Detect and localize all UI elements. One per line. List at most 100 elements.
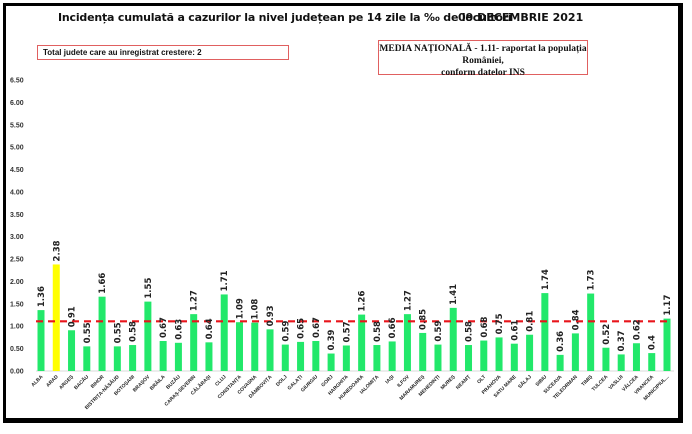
value-label: 0.36	[556, 331, 566, 352]
value-label: 1.27	[403, 290, 413, 311]
value-label: 0.81	[526, 311, 536, 332]
value-labels: 1.36 2.38 0.91 0.55 1.66 0.55 0.58 1.55 0.67 0.63…	[37, 240, 673, 351]
bar-sălaj	[526, 334, 534, 371]
value-label: 0.58	[465, 321, 475, 342]
value-label: 0.91	[68, 306, 78, 327]
value-label: 1.26	[358, 291, 368, 312]
bar-botoșani	[129, 345, 137, 371]
value-label: 1.55	[144, 278, 154, 299]
bar-galați	[297, 341, 305, 371]
bar-bistrița-năsăud	[113, 346, 121, 371]
value-label: 1.27	[190, 290, 200, 311]
bar-mureș	[449, 307, 457, 371]
value-label: 0.55	[113, 322, 123, 343]
x-tick-label: SĂLAJ	[516, 373, 533, 390]
y-axis: 0.00 0.50 1.00 1.50 2.00 2.50 3.00 3.50 4.00 4.50…	[10, 78, 674, 376]
bar-gorj	[327, 353, 335, 371]
national-average-box: MEDIA NAȚIONALĂ - 1.11- raportat la popu…	[378, 40, 588, 78]
bar-constanța	[235, 322, 243, 371]
value-label: 0.64	[205, 318, 215, 339]
x-tick-label: BACĂU	[72, 373, 90, 391]
value-label: 0.85	[419, 309, 429, 330]
y-tick-label: 2.00	[10, 279, 24, 286]
value-label: 0.4	[648, 335, 658, 350]
value-label: 0.37	[617, 330, 627, 351]
value-label: 0.93	[266, 305, 276, 326]
x-tick-label: BRAȘOV	[132, 374, 152, 394]
bar-caraș-severin	[190, 314, 198, 371]
report-date: 09 DECEMBRIE 2021	[458, 11, 584, 24]
bar-iași	[388, 341, 396, 371]
value-label: 0.67	[159, 317, 169, 338]
value-label: 0.84	[571, 309, 581, 330]
y-tick-label: 2.50	[10, 257, 24, 264]
value-label: 1.41	[449, 284, 459, 305]
bar-municipiul-	[663, 318, 671, 371]
bar-satu-mare	[510, 343, 518, 371]
value-label: 1.17	[663, 295, 673, 316]
bar-cluj	[220, 294, 228, 371]
value-label: 0.57	[342, 321, 352, 342]
bar-tulcea	[602, 347, 610, 371]
bar-călărași	[205, 342, 213, 371]
value-label: 0.67	[312, 317, 322, 338]
value-label: 1.71	[220, 270, 230, 291]
bar-harghita	[342, 345, 350, 371]
y-tick-label: 4.00	[10, 189, 24, 196]
value-label: 0.39	[327, 329, 337, 350]
bar-maramureș	[419, 332, 427, 371]
bar-sibiu	[541, 293, 549, 371]
bar-vaslui	[617, 354, 625, 371]
value-label: 0.59	[434, 321, 444, 342]
counties-increase-box: Total judete care au inregistrat crester…	[37, 45, 289, 60]
value-label: 1.66	[98, 273, 108, 294]
bar-prahova	[495, 337, 503, 371]
value-label: 0.58	[129, 321, 139, 342]
value-label: 0.66	[388, 317, 398, 338]
bar-vrancea	[648, 353, 656, 371]
bar-ilfov	[403, 314, 411, 371]
national-average-line2: conform datelor INS	[441, 68, 525, 78]
x-tick-label: ALBA	[30, 374, 44, 388]
x-tick-label: TULCEA	[591, 374, 610, 393]
y-tick-label: 3.50	[10, 212, 24, 219]
y-tick-label: 1.00	[10, 324, 24, 331]
bar-argeș	[68, 330, 76, 371]
y-tick-label: 5.50	[10, 122, 24, 129]
x-tick-label: MUREȘ	[440, 374, 457, 391]
bar-giurgiu	[312, 341, 320, 371]
bar-ialomița	[373, 345, 381, 371]
x-tick-label: IAȘI	[384, 374, 396, 386]
bar-buzău	[174, 342, 182, 371]
national-average-line1: MEDIA NAȚIONALĂ - 1.11- raportat la popu…	[379, 44, 587, 66]
bar-brașov	[144, 301, 152, 371]
y-tick-label: 0.50	[10, 346, 24, 353]
y-tick-label: 0.00	[10, 369, 24, 376]
bar-neamț	[465, 345, 473, 371]
bar-mehedinți	[434, 344, 442, 371]
y-tick-label: 3.00	[10, 234, 24, 241]
bar-olt	[480, 340, 488, 371]
y-tick-label: 1.50	[10, 301, 24, 308]
y-tick-label: 6.00	[10, 100, 24, 107]
value-label: 1.08	[251, 299, 261, 320]
bar-timiș	[587, 293, 595, 371]
chart-title: Incidența cumulată a cazurilor la nivel …	[58, 11, 512, 24]
x-tick-label: CLUJ	[214, 374, 228, 388]
bar-suceava	[556, 354, 564, 371]
y-tick-label: 4.50	[10, 167, 24, 174]
value-label: 2.38	[52, 240, 62, 261]
value-label: 0.61	[510, 320, 520, 341]
x-tick-label: BRĂILA	[148, 373, 167, 392]
bar-brăila	[159, 341, 167, 371]
y-tick-label: 6.50	[10, 78, 24, 85]
value-label: 0.52	[602, 324, 612, 345]
bar-alba	[37, 310, 45, 371]
bar-arad	[52, 264, 60, 371]
x-tick-label: NEAMȚ	[455, 374, 472, 391]
value-label: 0.62	[632, 319, 642, 340]
y-tick-label: 5.00	[10, 145, 24, 152]
bar-teleorman	[571, 333, 579, 371]
